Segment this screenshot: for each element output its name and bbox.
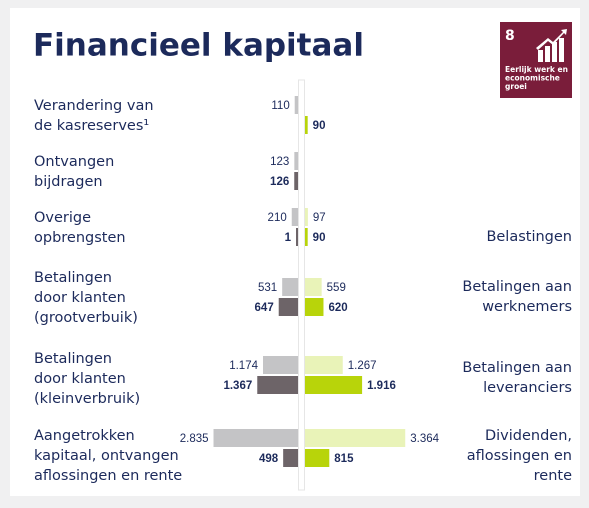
right-label: Betalingen aan [462,279,572,295]
right-label: leveranciers [483,380,572,396]
value-label: 1 [285,232,292,244]
value-label: 210 [268,212,287,224]
row-label: Verandering van [34,98,154,114]
right-label: werknemers [482,299,572,315]
bar [213,429,298,447]
right-label: Betalingen aan [462,360,572,376]
value-label: 2.835 [180,433,209,445]
row-label: Betalingen [34,351,112,367]
panel [10,8,580,496]
value-label: 97 [313,212,326,224]
bar [294,96,298,114]
badge-number: 8 [505,28,515,44]
bar [305,278,322,296]
right-label: Dividenden, [485,428,572,444]
bar [296,228,298,246]
bar [305,116,308,134]
row-label: (kleinverbruik) [34,391,140,407]
row-label: kapitaal, ontvangen [34,448,179,464]
badge-icon [536,29,567,62]
bar [283,449,298,467]
row-label: opbrengsten [34,230,126,246]
bar [257,376,298,394]
row-label: de kasreserves¹ [34,118,149,134]
badge-label: Eerlijk werk en [505,65,568,74]
bar [305,356,343,374]
value-label: 647 [255,302,274,314]
value-label: 1.174 [229,360,258,372]
right-label: Belastingen [486,229,572,245]
value-label: 1.267 [348,360,377,372]
value-label: 559 [327,282,346,294]
center-axis [298,79,305,491]
bar [291,208,298,226]
bar [305,429,406,447]
row-label: Aangetrokken [34,428,135,444]
value-label: 1.916 [367,380,396,392]
value-label: 815 [334,453,354,465]
row-label: Overige [34,210,91,226]
value-label: 90 [313,120,326,132]
value-label: 1.367 [223,380,252,392]
bar [305,449,330,467]
value-label: 498 [259,453,279,465]
right-label: rente [534,468,572,484]
chart-title: Financieel kapitaal [33,28,364,64]
bar [294,152,298,170]
row-label: (grootverbuik) [34,310,138,326]
row-label: bijdragen [34,174,103,190]
badge-label: economische [505,74,560,83]
row-label: Ontvangen [34,154,114,170]
row-label: aflossingen en rente [34,468,182,484]
bar [282,278,298,296]
bar [305,228,308,246]
value-label: 123 [270,156,289,168]
bar [263,356,298,374]
badge-label: groei [505,82,527,91]
row-label: door klanten [34,371,126,387]
value-label: 3.364 [410,433,439,445]
bar [294,172,298,190]
value-label: 531 [258,282,277,294]
bar [305,208,308,226]
value-label: 110 [271,100,289,112]
value-label: 620 [328,302,347,314]
bar [278,298,298,316]
row-label: door klanten [34,290,126,306]
value-label: 126 [270,176,289,188]
right-label: aflossingen en [467,448,572,464]
value-label: 90 [313,232,326,244]
row-label: Betalingen [34,270,112,286]
bar [305,298,324,316]
bar [305,376,363,394]
